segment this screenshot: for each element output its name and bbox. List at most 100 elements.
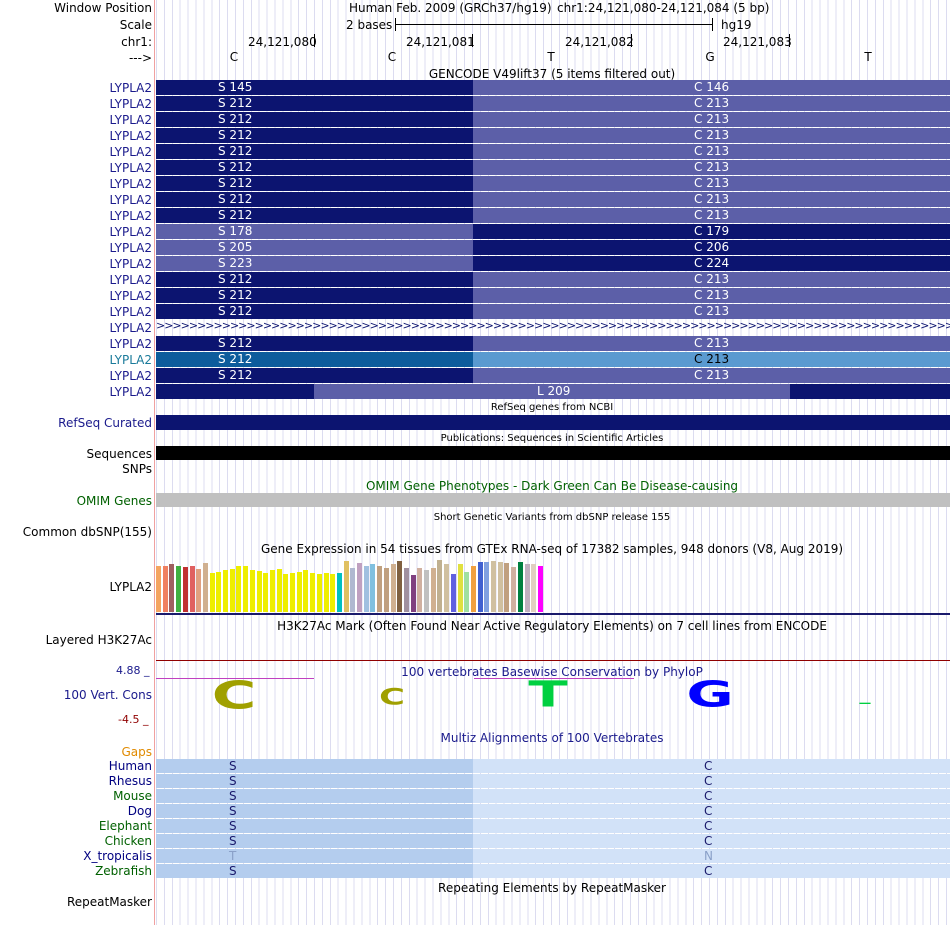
gencode-row-label[interactable]: LYPLA2 (109, 129, 152, 143)
gencode-exon-right[interactable] (473, 352, 950, 367)
gtex-tissue-bar[interactable] (444, 564, 450, 612)
gencode-title[interactable]: GENCODE V49lift37 (5 items filtered out) (428, 67, 676, 81)
gencode-exon-right[interactable] (473, 176, 950, 191)
gtex-tissue-bar[interactable] (316, 574, 322, 612)
gtex-tissue-bar[interactable] (430, 567, 436, 612)
gencode-exon-left[interactable] (156, 192, 473, 207)
gencode-row-label[interactable]: LYPLA2 (109, 257, 152, 271)
gtex-tissue-bar[interactable] (537, 565, 543, 612)
gencode-row-label[interactable]: LYPLA2 (109, 241, 152, 255)
gencode-row-label[interactable]: LYPLA2 (109, 161, 152, 175)
gencode-row-label[interactable]: LYPLA2 (109, 305, 152, 319)
gtex-tissue-bar[interactable] (162, 566, 168, 612)
gtex-tissue-bar[interactable] (176, 565, 182, 612)
multiz-block-right[interactable] (473, 804, 950, 818)
refseq-label[interactable]: RefSeq Curated (58, 416, 152, 430)
gtex-tissue-bar[interactable] (196, 568, 202, 612)
gtex-tissue-bar[interactable] (310, 573, 316, 612)
gencode-exon-left[interactable] (156, 96, 473, 111)
gencode-exon-left[interactable] (156, 208, 473, 223)
h3k27ac-title[interactable]: H3K27Ac Mark (Often Found Near Active Re… (277, 619, 827, 633)
multiz-species-label[interactable]: X_tropicalis (83, 849, 152, 863)
multiz-species-label[interactable]: Dog (127, 804, 152, 818)
multiz-block-right[interactable] (473, 789, 950, 803)
gencode-row-label[interactable]: LYPLA2 (109, 273, 152, 287)
gtex-bar-chart[interactable] (156, 558, 556, 612)
gtex-tissue-bar[interactable] (457, 564, 463, 612)
gencode-row-label[interactable]: LYPLA2 (109, 145, 152, 159)
cons-title[interactable]: 100 vertebrates Basewise Conservation by… (401, 665, 703, 679)
gencode-exon-right[interactable] (473, 336, 950, 351)
gencode-row-label[interactable]: LYPLA2 (109, 385, 152, 399)
gtex-tissue-bar[interactable] (484, 562, 490, 612)
gtex-tissue-bar[interactable] (229, 568, 235, 612)
gencode-intron-line[interactable]: >>>>>>>>>>>>>>>>>>>>>>>>>>>>>>>>>>>>>>>>… (156, 319, 950, 332)
gencode-exon-left[interactable] (156, 336, 473, 351)
gtex-tissue-bar[interactable] (417, 567, 423, 612)
gtex-tissue-bar[interactable] (303, 569, 309, 612)
gencode-exon-right[interactable] (473, 208, 950, 223)
multiz-species-label[interactable]: Human (108, 759, 152, 773)
multiz-block-right[interactable] (473, 849, 950, 863)
gtex-tissue-bar[interactable] (290, 573, 295, 612)
multiz-block-right[interactable] (473, 774, 950, 788)
gtex-tissue-bar[interactable] (343, 560, 349, 612)
gencode-exon-right[interactable] (473, 160, 950, 175)
multiz-species-label[interactable]: Zebrafish (95, 864, 152, 878)
gtex-tissue-bar[interactable] (223, 569, 228, 612)
multiz-block-left[interactable] (156, 774, 473, 788)
gencode-row-label[interactable]: LYPLA2 (109, 177, 152, 191)
gencode-row-label[interactable]: LYPLA2 (109, 193, 152, 207)
gencode-exon-right[interactable] (473, 304, 950, 319)
gencode-exon-left[interactable] (156, 304, 473, 319)
gtex-title[interactable]: Gene Expression in 54 tissues from GTEx … (260, 542, 844, 556)
gencode-row-label[interactable]: LYPLA2 (109, 337, 152, 351)
gtex-tissue-bar[interactable] (377, 566, 383, 612)
gencode-exon-right[interactable] (473, 96, 950, 111)
gencode-exon-right[interactable] (473, 272, 950, 287)
gtex-tissue-bar[interactable] (189, 566, 195, 612)
gtex-tissue-bar[interactable] (450, 574, 456, 612)
multiz-block-left[interactable] (156, 789, 473, 803)
multiz-block-right[interactable] (473, 864, 950, 878)
gencode-exon-left[interactable] (156, 368, 473, 383)
gencode-row-label[interactable]: LYPLA2 (109, 113, 152, 127)
repeatmasker-title[interactable]: Repeating Elements by RepeatMasker (438, 881, 666, 895)
gencode-exon-left[interactable] (156, 288, 473, 303)
multiz-block-right[interactable] (473, 819, 950, 833)
gtex-tissue-bar[interactable] (330, 574, 336, 612)
multiz-species-label[interactable]: Chicken (104, 834, 152, 848)
gtex-tissue-bar[interactable] (497, 562, 503, 612)
gtex-tissue-bar[interactable] (424, 569, 429, 612)
gencode-row-label[interactable]: LYPLA2 (109, 81, 152, 95)
multiz-block-left[interactable] (156, 849, 473, 863)
gtex-tissue-bar[interactable] (370, 564, 376, 612)
gtex-tissue-bar[interactable] (491, 561, 496, 612)
publications-bar[interactable] (156, 446, 950, 460)
gtex-tissue-bar[interactable] (464, 572, 470, 612)
snps-label[interactable]: SNPs (122, 462, 152, 476)
gencode-exon-right[interactable] (473, 256, 950, 271)
gtex-tissue-bar[interactable] (256, 570, 262, 612)
gtex-tissue-bar[interactable] (249, 569, 255, 612)
gtex-tissue-bar[interactable] (350, 567, 356, 612)
gencode-exon-left[interactable] (156, 384, 314, 399)
gtex-tissue-bar[interactable] (397, 560, 403, 612)
gtex-tissue-bar[interactable] (437, 560, 443, 612)
gtex-tissue-bar[interactable] (243, 565, 249, 612)
gtex-tissue-bar[interactable] (263, 573, 269, 612)
gtex-tissue-bar[interactable] (323, 573, 329, 612)
gencode-exon-right[interactable] (473, 368, 950, 383)
gencode-row-label[interactable]: LYPLA2 (109, 369, 152, 383)
gencode-exon-right[interactable] (473, 144, 950, 159)
multiz-species-label[interactable]: Elephant (98, 819, 152, 833)
cons-label[interactable]: 100 Vert. Cons (63, 688, 152, 702)
gtex-tissue-bar[interactable] (410, 575, 416, 612)
gencode-exon-right[interactable] (473, 128, 950, 143)
multiz-block-left[interactable] (156, 834, 473, 848)
gtex-tissue-bar[interactable] (169, 564, 175, 612)
omim-label[interactable]: OMIM Genes (76, 494, 152, 508)
gtex-tissue-bar[interactable] (296, 571, 302, 612)
refseq-gene-bar[interactable] (156, 415, 950, 430)
multiz-species-label[interactable]: Mouse (113, 789, 152, 803)
